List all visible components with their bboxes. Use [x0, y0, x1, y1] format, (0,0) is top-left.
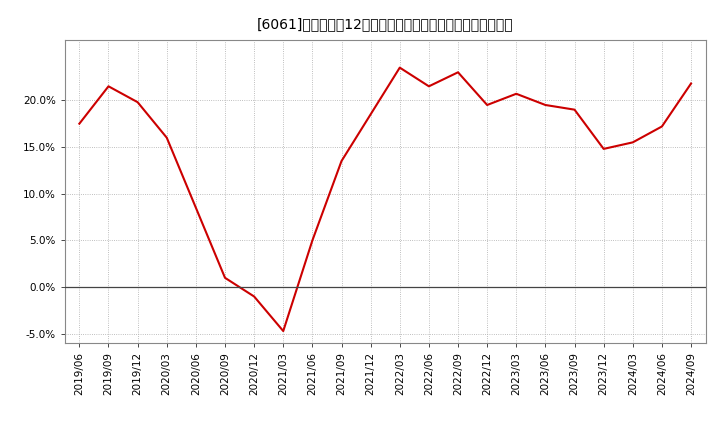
Title: [6061]　売上高の12か月移動合計の対前年同期増減率の推移: [6061] 売上高の12か月移動合計の対前年同期増減率の推移	[257, 18, 513, 32]
